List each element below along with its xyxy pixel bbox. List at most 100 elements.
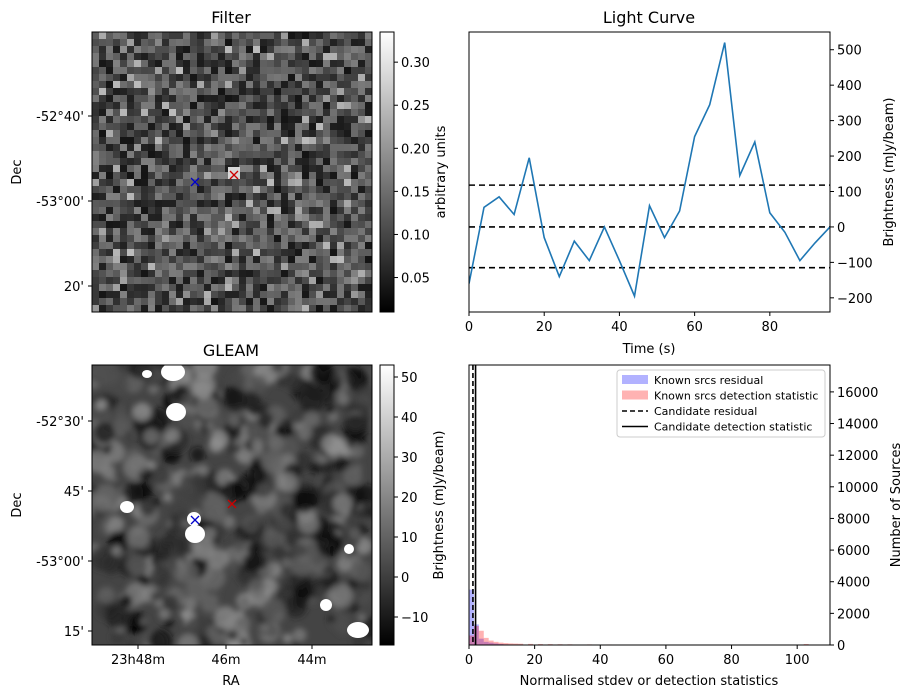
filter-pixel	[92, 172, 100, 180]
filter-pixel	[365, 95, 373, 103]
filter-pixel	[106, 137, 114, 145]
filter-pixel	[239, 67, 247, 75]
filter-pixel	[190, 60, 198, 68]
filter-pixel	[274, 144, 282, 152]
filter-pixel	[344, 165, 352, 173]
filter-pixel	[344, 228, 352, 236]
filter-pixel	[351, 32, 359, 40]
filter-pixel	[232, 116, 240, 124]
filter-pixel	[148, 249, 156, 257]
filter-pixel	[267, 221, 275, 229]
filter-pixel	[92, 263, 100, 271]
filter-pixel	[134, 221, 142, 229]
filter-pixel	[351, 298, 359, 306]
filter-pixel	[176, 109, 184, 117]
filter-pixel	[141, 284, 149, 292]
filter-pixel	[197, 95, 205, 103]
gleam-noise-blob	[327, 614, 336, 623]
filter-pixel	[302, 102, 310, 110]
filter-pixel	[365, 172, 373, 180]
filter-pixel	[134, 270, 142, 278]
filter-pixel	[106, 81, 114, 89]
filter-pixel	[183, 130, 191, 138]
filter-pixel	[106, 263, 114, 271]
filter-pixel	[183, 95, 191, 103]
filter-pixel	[323, 109, 331, 117]
filter-pixel	[176, 291, 184, 299]
filter-pixel	[218, 270, 226, 278]
histogram-legend-label: Known srcs residual	[654, 374, 763, 387]
filter-pixel	[99, 298, 107, 306]
filter-pixel	[176, 74, 184, 82]
filter-pixel	[183, 67, 191, 75]
filter-pixel	[120, 102, 128, 110]
filter-pixel	[134, 60, 142, 68]
filter-pixel	[288, 277, 296, 285]
filter-pixel	[330, 144, 338, 152]
filter-pixel	[120, 81, 128, 89]
filter-pixel	[302, 200, 310, 208]
filter-pixel	[337, 172, 345, 180]
filter-pixel	[281, 67, 289, 75]
filter-pixel	[148, 291, 156, 299]
filter-pixel	[344, 179, 352, 187]
filter-pixel	[260, 123, 268, 131]
filter-pixel	[197, 60, 205, 68]
filter-pixel	[358, 53, 366, 61]
filter-pixel	[246, 151, 254, 159]
filter-pixel	[113, 39, 121, 47]
gleam-noise-blob	[158, 608, 171, 620]
filter-pixel	[316, 235, 324, 243]
gleam-noise-blob	[364, 505, 372, 518]
filter-pixel	[92, 277, 100, 285]
filter-pixel	[113, 242, 121, 250]
filter-pixel	[253, 102, 261, 110]
filter-y-tick-label: -52°40'	[36, 110, 84, 125]
filter-pixel	[358, 151, 366, 159]
gleam-noise-blob	[162, 594, 179, 612]
filter-pixel	[365, 200, 373, 208]
filter-pixel	[141, 256, 149, 264]
filter-pixel	[309, 305, 317, 313]
filter-pixel	[351, 151, 359, 159]
filter-pixel	[344, 207, 352, 215]
gleam-noise-blob	[210, 491, 220, 501]
filter-pixel	[211, 32, 219, 40]
filter-pixel	[106, 39, 114, 47]
filter-pixel	[309, 39, 317, 47]
filter-pixel	[183, 144, 191, 152]
filter-pixel	[267, 67, 275, 75]
filter-pixel	[225, 137, 233, 145]
filter-pixel	[169, 67, 177, 75]
filter-pixel	[288, 53, 296, 61]
filter-pixel	[267, 137, 275, 145]
filter-pixel	[253, 235, 261, 243]
filter-pixel	[134, 249, 142, 257]
filter-pixel	[344, 123, 352, 131]
gleam-noise-blob	[162, 492, 173, 503]
filter-pixel	[239, 186, 247, 194]
filter-pixel	[330, 200, 338, 208]
filter-pixel	[316, 249, 324, 257]
filter-pixel	[358, 221, 366, 229]
filter-pixel	[288, 179, 296, 187]
filter-pixel	[316, 221, 324, 229]
filter-pixel	[281, 291, 289, 299]
filter-pixel	[169, 172, 177, 180]
filter-pixel	[141, 81, 149, 89]
filter-pixel	[99, 186, 107, 194]
filter-pixel	[239, 277, 247, 285]
filter-pixel	[99, 60, 107, 68]
filter-pixel	[232, 179, 240, 187]
filter-pixel	[155, 130, 163, 138]
filter-pixel	[204, 277, 212, 285]
filter-colorbar-label: arbitrary units	[434, 125, 449, 218]
filter-pixel	[113, 207, 121, 215]
filter-pixel	[190, 186, 198, 194]
histogram-y-tick-label: 12000	[837, 449, 878, 464]
filter-pixel	[113, 228, 121, 236]
filter-pixel	[260, 284, 268, 292]
filter-pixel	[323, 242, 331, 250]
filter-pixel	[309, 277, 317, 285]
filter-pixel	[204, 46, 212, 54]
